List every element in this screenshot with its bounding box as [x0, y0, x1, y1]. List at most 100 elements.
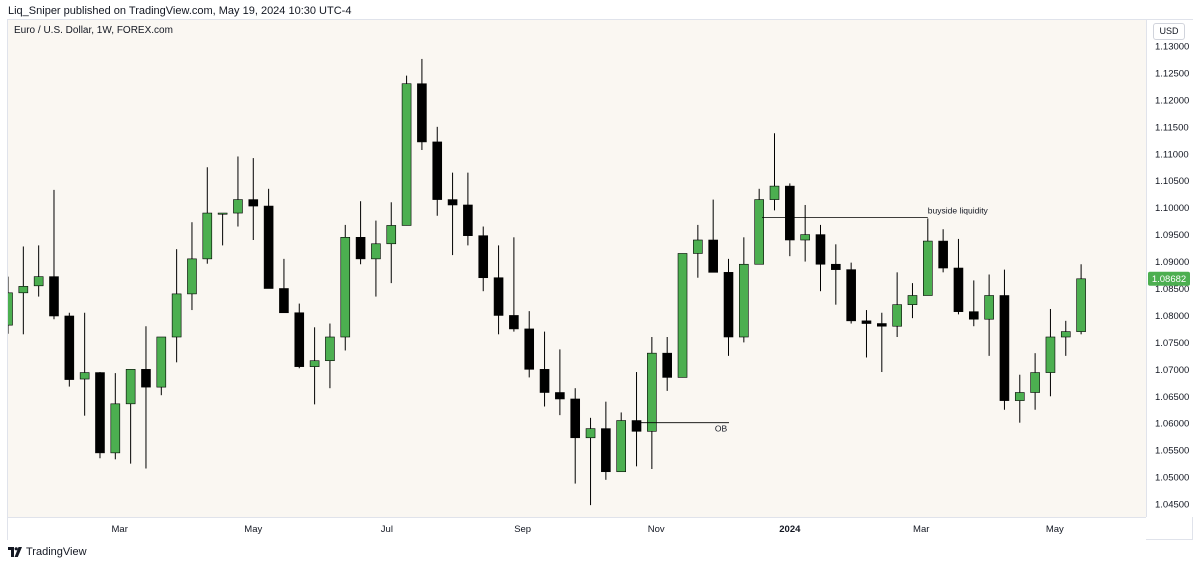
- last-price-label: 1.08682: [1152, 274, 1186, 285]
- bearish-candle: [662, 352, 672, 378]
- candles-group: [8, 58, 1086, 506]
- bearish-candle: [49, 276, 59, 317]
- currency-button[interactable]: USD: [1153, 23, 1185, 40]
- bullish-candle: [739, 263, 749, 338]
- time-tick-label: Nov: [648, 524, 665, 535]
- price-tick-label: 1.08500: [1155, 284, 1189, 295]
- time-tick-label: Mar: [112, 524, 128, 535]
- price-tick-label: 1.10000: [1155, 203, 1189, 214]
- bullish-candle: [325, 336, 335, 362]
- bearish-candle: [95, 372, 105, 454]
- bearish-candle: [938, 240, 948, 269]
- bullish-candle: [922, 240, 933, 296]
- bullish-candle: [585, 428, 596, 439]
- price-tick-label: 1.11500: [1155, 122, 1189, 133]
- tradingview-logo-icon: [8, 547, 22, 557]
- price-tick-label: 1.07000: [1155, 365, 1189, 376]
- symbol-title: Euro / U.S. Dollar, 1W, FOREX.com: [14, 25, 173, 36]
- price-tick-label: 1.12000: [1155, 95, 1189, 106]
- bullish-candle: [1014, 392, 1025, 401]
- bearish-candle: [785, 185, 795, 241]
- bullish-candle: [984, 295, 994, 320]
- bearish-candle: [294, 312, 305, 367]
- price-tick-label: 1.12500: [1155, 68, 1189, 79]
- price-tick-label: 1.13000: [1155, 42, 1189, 53]
- bearish-candle: [478, 235, 489, 279]
- bearish-candle: [953, 267, 964, 312]
- bearish-candle: [831, 263, 841, 270]
- bearish-candle: [570, 398, 581, 439]
- price-tick-label: 1.09000: [1155, 257, 1189, 268]
- price-tick-label: 1.04500: [1155, 500, 1189, 511]
- bearish-candle: [861, 320, 872, 324]
- bullish-candle: [647, 352, 657, 432]
- bearish-candle: [968, 311, 979, 320]
- price-tick-label: 1.05500: [1155, 446, 1189, 457]
- bullish-candle: [800, 234, 810, 241]
- bearish-candle: [708, 239, 718, 273]
- bullish-candle: [386, 225, 397, 245]
- time-tick-label: Jul: [381, 524, 393, 535]
- bullish-candle: [33, 276, 44, 287]
- time-tick-label: May: [244, 524, 262, 535]
- bearish-candle: [463, 204, 473, 236]
- bullish-candle: [754, 199, 764, 265]
- time-tick-label: May: [1046, 524, 1064, 535]
- bullish-candle: [187, 258, 197, 295]
- price-tick-label: 1.06500: [1155, 392, 1189, 403]
- price-tick-label: 1.07500: [1155, 338, 1189, 349]
- tradingview-brand[interactable]: TradingView: [8, 545, 87, 559]
- bullish-candle: [171, 293, 182, 338]
- bearish-candle: [509, 315, 519, 330]
- bullish-candle: [616, 420, 627, 473]
- bearish-candle: [877, 323, 887, 327]
- bearish-candle: [141, 369, 151, 388]
- bearish-candle: [846, 269, 856, 322]
- bearish-candle: [417, 83, 427, 143]
- bullish-candle: [340, 237, 351, 338]
- bearish-candle: [999, 295, 1010, 401]
- bearish-candle: [539, 369, 550, 393]
- price-tick-label: 1.11000: [1155, 149, 1189, 160]
- last-price-tag: [1148, 271, 1190, 286]
- order-block-label: OB: [715, 424, 728, 434]
- bullish-candle: [233, 199, 243, 214]
- bearish-candle: [723, 272, 734, 338]
- bearish-candle: [355, 237, 366, 260]
- bullish-candle: [693, 239, 703, 254]
- price-tick-label: 1.08000: [1155, 311, 1189, 322]
- bullish-candle: [907, 295, 918, 305]
- bearish-candle: [493, 277, 504, 316]
- time-tick-label: 2024: [779, 524, 801, 535]
- bearish-candle: [432, 141, 443, 200]
- bearish-candle: [279, 288, 289, 314]
- bearish-candle: [64, 315, 75, 380]
- buyside-liquidity-label: buyside liquidity: [928, 205, 989, 215]
- bullish-candle: [371, 243, 381, 260]
- price-axis[interactable]: [1146, 20, 1193, 517]
- bullish-candle: [1076, 278, 1086, 332]
- bullish-candle: [892, 304, 902, 327]
- bullish-candle: [18, 286, 29, 294]
- publish-caption: Liq_Sniper published on TradingView.com,…: [8, 5, 352, 17]
- price-tick-label: 1.09500: [1155, 230, 1189, 241]
- bullish-candle: [125, 369, 136, 405]
- price-tick-label: 1.10500: [1155, 176, 1189, 187]
- bullish-candle: [8, 292, 13, 326]
- bearish-candle: [631, 420, 642, 432]
- time-axis[interactable]: [8, 517, 1146, 540]
- bullish-candle: [110, 403, 121, 454]
- bearish-candle: [263, 205, 274, 289]
- brand-name: TradingView: [26, 546, 87, 558]
- bullish-candle: [769, 185, 780, 200]
- bullish-candle: [1045, 336, 1056, 373]
- bearish-candle: [248, 199, 259, 207]
- bullish-candle: [156, 336, 167, 388]
- bearish-candle: [555, 392, 565, 400]
- bullish-candle: [677, 253, 688, 378]
- bearish-candle: [815, 234, 826, 265]
- time-tick-label: Sep: [514, 524, 531, 535]
- bearish-candle: [524, 328, 535, 370]
- time-tick-label: Mar: [913, 524, 929, 535]
